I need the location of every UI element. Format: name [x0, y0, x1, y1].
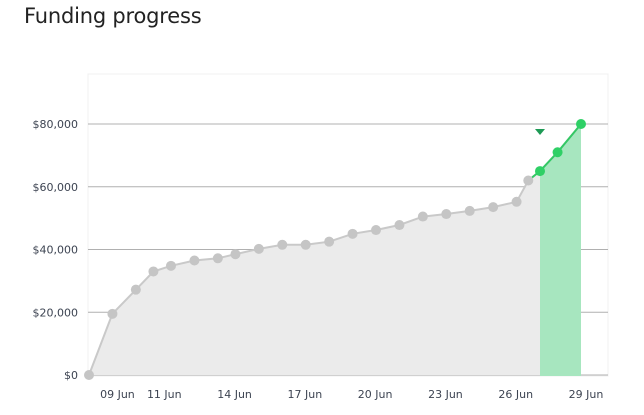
y-axis-labels: $0 $20,000 $40,000 $60,000 $80,000	[33, 118, 79, 382]
area-fills	[89, 124, 581, 376]
data-point	[488, 202, 499, 213]
data-point	[253, 243, 264, 254]
data-point-recent	[535, 166, 545, 177]
data-point	[107, 308, 118, 319]
x-axis-labels: 09 Jun 11 Jun 14 Jun 17 Jun 20 Jun 23 Jun 26 J…	[100, 388, 603, 401]
y-tick-label: $0	[64, 369, 78, 382]
x-tick-label: 20 Jun	[358, 388, 393, 401]
data-point	[523, 175, 534, 186]
page-title: Funding progress	[24, 4, 202, 28]
y-tick-label: $40,000	[33, 244, 79, 257]
data-point	[371, 225, 381, 236]
y-tick-label: $80,000	[33, 118, 79, 131]
data-point	[189, 255, 200, 266]
data-point	[84, 370, 94, 380]
y-tick-label: $60,000	[33, 181, 79, 194]
data-point	[230, 249, 241, 260]
data-point	[166, 260, 176, 271]
data-point	[300, 239, 311, 250]
past-area	[89, 171, 540, 375]
x-tick-label: 09 Jun	[100, 388, 135, 401]
x-tick-label: 11 Jun	[147, 388, 182, 401]
data-point	[212, 253, 223, 264]
x-tick-label: 29 Jun	[569, 388, 604, 401]
data-point-recent	[576, 119, 586, 129]
x-tick-label: 23 Jun	[428, 388, 463, 401]
data-point	[277, 239, 288, 250]
x-tick-label: 17 Jun	[288, 388, 323, 401]
data-point	[441, 209, 452, 220]
y-tick-label: $20,000	[33, 306, 79, 319]
x-tick-label: 26 Jun	[498, 388, 533, 401]
data-point	[417, 211, 428, 222]
current-marker	[535, 129, 545, 135]
data-point	[394, 220, 405, 231]
data-point	[148, 266, 159, 277]
data-point	[347, 228, 358, 239]
marker-triangle-icon	[535, 129, 545, 135]
data-points	[84, 119, 586, 380]
data-point	[130, 284, 141, 295]
data-point	[464, 205, 475, 216]
data-point	[324, 236, 335, 247]
x-tick-label: 14 Jun	[217, 388, 252, 401]
data-point	[511, 196, 522, 207]
recent-area	[540, 124, 581, 376]
data-point-recent	[552, 147, 563, 158]
